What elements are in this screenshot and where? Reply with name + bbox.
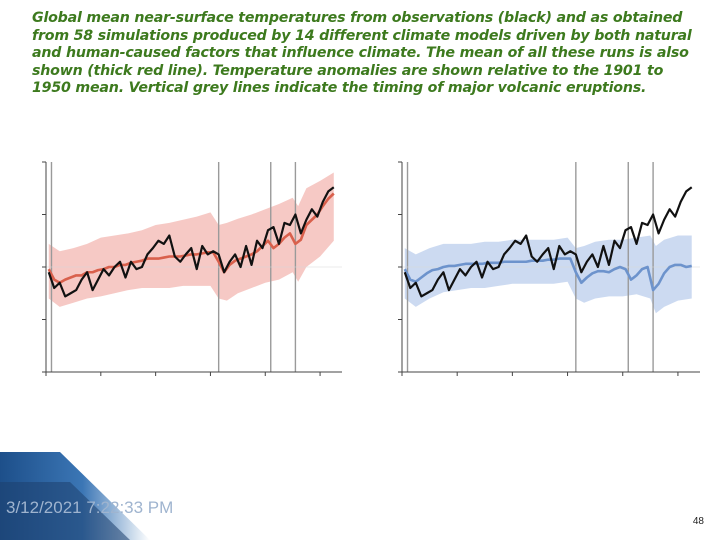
model-mean-line [47, 192, 335, 285]
model-mean-line [403, 257, 692, 292]
model-spread-band [48, 172, 334, 307]
observed-line [403, 186, 693, 298]
footer-decoration [0, 452, 150, 540]
page-number: 48 [692, 516, 704, 527]
footer-date: 3/12/2021 7:22:33 PM [6, 498, 174, 517]
footer-wedge-dark [0, 482, 130, 540]
figure-caption: Global mean near-surface temperatures fr… [32, 10, 692, 96]
model-spread-band [404, 235, 692, 314]
observed-line [47, 186, 335, 298]
figure-panels [0, 132, 720, 412]
